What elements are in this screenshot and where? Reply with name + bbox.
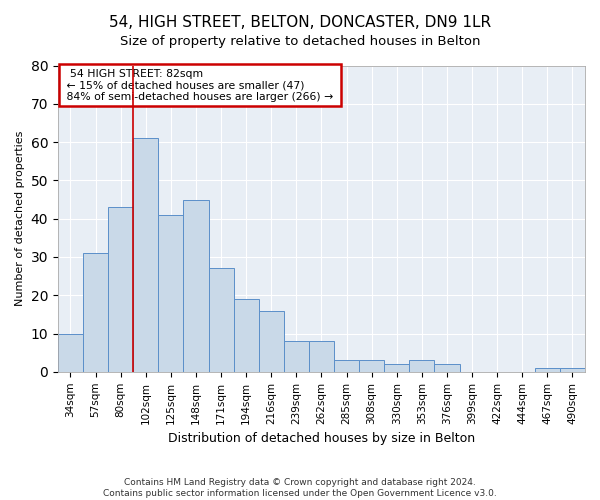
- Text: 54, HIGH STREET, BELTON, DONCASTER, DN9 1LR: 54, HIGH STREET, BELTON, DONCASTER, DN9 …: [109, 15, 491, 30]
- Bar: [83, 253, 108, 372]
- Bar: [309, 341, 334, 372]
- Text: Contains HM Land Registry data © Crown copyright and database right 2024.
Contai: Contains HM Land Registry data © Crown c…: [103, 478, 497, 498]
- X-axis label: Distribution of detached houses by size in Belton: Distribution of detached houses by size …: [168, 432, 475, 445]
- Bar: [359, 360, 384, 372]
- Bar: [209, 268, 233, 372]
- Bar: [434, 364, 460, 372]
- Bar: [184, 200, 209, 372]
- Bar: [158, 215, 184, 372]
- Bar: [560, 368, 585, 372]
- Bar: [58, 334, 83, 372]
- Bar: [284, 341, 309, 372]
- Bar: [409, 360, 434, 372]
- Text: 54 HIGH STREET: 82sqm  
 ← 15% of detached houses are smaller (47) 
 84% of semi: 54 HIGH STREET: 82sqm ← 15% of detached …: [63, 68, 337, 102]
- Bar: [108, 207, 133, 372]
- Bar: [535, 368, 560, 372]
- Y-axis label: Number of detached properties: Number of detached properties: [15, 131, 25, 306]
- Bar: [334, 360, 359, 372]
- Bar: [259, 310, 284, 372]
- Bar: [384, 364, 409, 372]
- Bar: [133, 138, 158, 372]
- Text: Size of property relative to detached houses in Belton: Size of property relative to detached ho…: [120, 35, 480, 48]
- Bar: [233, 299, 259, 372]
